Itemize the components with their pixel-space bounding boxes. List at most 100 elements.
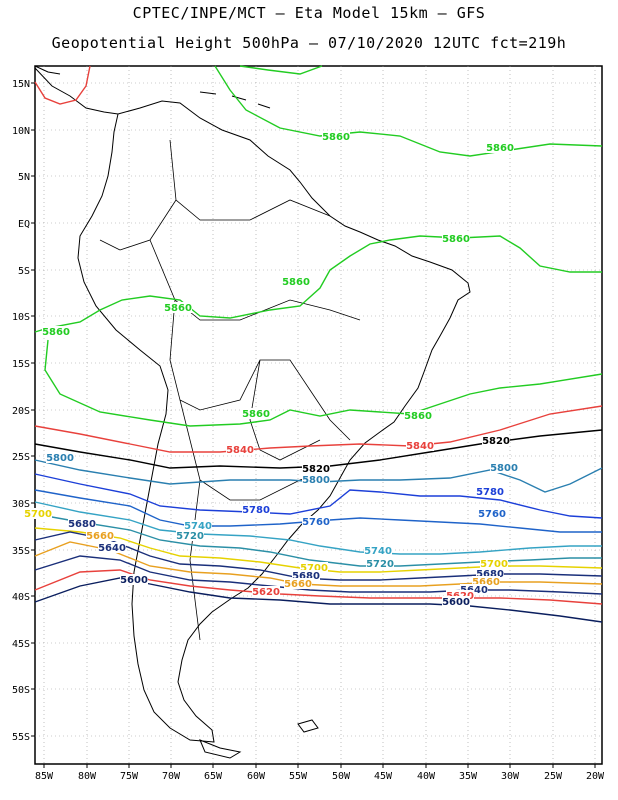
contour-label: 5720 <box>176 531 204 542</box>
contour-label: 5860 <box>164 303 192 314</box>
contour-label-bg <box>282 276 310 287</box>
contour-5860-west <box>239 65 323 75</box>
lat-tick-label: 30S <box>12 499 30 510</box>
contour-label: 5700 <box>300 563 328 574</box>
lat-tick-label: 50S <box>12 685 30 696</box>
contour-5620 <box>34 569 603 605</box>
contour-label: 5760 <box>478 509 506 520</box>
contour-label: 5720 <box>366 559 394 570</box>
contour-label-bg <box>482 435 510 446</box>
contour-label-bg <box>476 486 504 497</box>
lon-tick-label: 65W <box>204 771 223 782</box>
contour-5860-ring <box>44 339 603 427</box>
contour-label-bg <box>120 574 148 585</box>
contour-label-bg <box>24 508 52 519</box>
lat-tick-label: 10S <box>12 312 30 323</box>
lon-tick-label: 25W <box>544 771 563 782</box>
contours <box>34 65 603 623</box>
lat-tick-label: 5N <box>18 172 30 183</box>
contour-5860-south <box>34 235 602 333</box>
lon-tick-label: 50W <box>332 771 351 782</box>
lon-tick-label: 55W <box>289 771 308 782</box>
contour-label-bg <box>42 326 70 337</box>
contour-label: 5640 <box>460 585 488 596</box>
lon-tick-label: 60W <box>247 771 266 782</box>
lat-tick-label: 15N <box>12 79 30 90</box>
contour-label: 5860 <box>442 234 470 245</box>
contour-5640 <box>34 555 603 595</box>
contour-label-bg <box>46 452 74 463</box>
lon-tick-label: 45W <box>374 771 393 782</box>
lat-tick-label: 10N <box>12 126 30 137</box>
contour-5740 <box>34 501 602 555</box>
contour-label: 5840 <box>226 445 254 456</box>
contour-label-bg <box>98 542 126 553</box>
contour-label-bg <box>446 590 474 601</box>
contour-label-bg <box>86 530 114 541</box>
contour-label: 5860 <box>322 132 350 143</box>
central-america <box>34 67 119 115</box>
contour-5780 <box>34 473 603 519</box>
contour-label-bg <box>366 558 394 569</box>
contour-label: 5620 <box>252 587 280 598</box>
tierra-del-fuego <box>199 739 242 759</box>
lat-tick-label: 45S <box>12 639 30 650</box>
cuba <box>34 65 61 75</box>
lat-tick-label: 55S <box>12 732 30 743</box>
contour-label: 5660 <box>86 531 114 542</box>
lon-tick-label: 70W <box>162 771 181 782</box>
contour-label-bg <box>302 463 330 474</box>
contour-label: 5800 <box>46 453 74 464</box>
lon-tick-label: 30W <box>501 771 520 782</box>
contour-5800 <box>34 459 603 493</box>
contour-label: 5740 <box>184 521 212 532</box>
contour-label: 5800 <box>302 475 330 486</box>
chart-subtitle: Geopotential Height 500hPa – 07/10/2020 … <box>51 34 567 52</box>
contour-label: 5700 <box>24 509 52 520</box>
contour-label-bg <box>252 586 280 597</box>
contour-label-bg <box>68 518 96 529</box>
lon-tick-label: 20W <box>586 771 605 782</box>
contour-label: 5600 <box>120 575 148 586</box>
chart-title: CPTEC/INPE/MCT – Eta Model 15km – GFS <box>132 4 486 22</box>
contour-label-bg <box>292 570 320 581</box>
contour-label: 5700 <box>480 559 508 570</box>
contour-label: 5820 <box>302 464 330 475</box>
lat-tick-label: 35S <box>12 546 30 557</box>
contour-label-bg <box>176 530 204 541</box>
axis-ticks: 15N 10N 5N EQ 5S 10S 15S 20S 25S 30S 35S 40S 45S 50S 5… <box>12 79 605 782</box>
contour-label-bg <box>490 462 518 473</box>
contour-label-bg <box>322 131 350 142</box>
lat-tick-label: 40S <box>12 592 30 603</box>
lon-tick-label: 40W <box>417 771 436 782</box>
contour-label: 5780 <box>476 487 504 498</box>
contour-label: 5680 <box>68 519 96 530</box>
contour-label: 5840 <box>406 441 434 452</box>
contour-label-bg <box>476 568 504 579</box>
contour-low-nw <box>34 65 91 105</box>
lat-tick-label: EQ <box>18 219 30 230</box>
contour-label: 5660 <box>472 577 500 588</box>
contour-label: 5660 <box>284 579 312 590</box>
contour-5860-north <box>214 65 603 157</box>
contour-label: 5860 <box>404 411 432 422</box>
map-frame <box>34 65 603 765</box>
contour-label: 5860 <box>282 277 310 288</box>
contour-label: 5680 <box>476 569 504 580</box>
contour-label: 5800 <box>490 463 518 474</box>
contour-label-bg <box>302 516 330 527</box>
contour-label-bg <box>284 578 312 589</box>
contour-label-bg <box>406 440 434 451</box>
caribbean-islands <box>199 91 271 109</box>
lat-tick-label: 15S <box>12 359 30 370</box>
contour-5840 <box>34 405 603 453</box>
contour-label-bg <box>226 444 254 455</box>
contour-label-bg <box>442 596 470 607</box>
contour-label-bg <box>184 520 212 531</box>
contour-label: 5740 <box>364 546 392 557</box>
south-america-coast <box>77 100 471 743</box>
lon-tick-label: 80W <box>78 771 97 782</box>
contour-label-bg <box>478 508 506 519</box>
lat-tick-label: 20S <box>12 406 30 417</box>
